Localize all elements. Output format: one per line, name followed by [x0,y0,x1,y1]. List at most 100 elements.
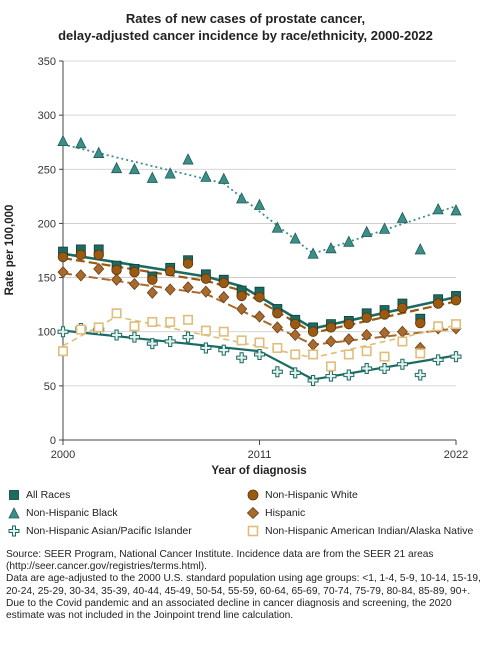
data-point [290,349,301,360]
data-point [343,318,355,330]
chart-plot: 0 50 100 150 200 250 300 350 2000 2011 2022 Rate p… [4,56,468,477]
trend-line [62,257,457,334]
diamond-marker-icon [247,507,259,519]
series-points [57,134,462,259]
data-point [325,361,336,372]
source-note-3: Due to the Covid pandemic and an associa… [6,597,452,622]
data-point [236,335,247,346]
data-point [379,309,390,320]
data-point [75,249,87,261]
data-point [307,374,319,386]
data-point [111,308,122,319]
data-point [253,310,266,323]
y-tick-label: 200 [38,218,56,230]
data-point [57,251,69,263]
data-point [236,302,248,316]
data-point [290,318,301,330]
legend-item-nh-aian: Non-Hispanic American Indian/Alaska Nati… [247,525,473,537]
gridlines [63,60,456,441]
data-point [236,290,247,302]
data-point [93,146,105,158]
data-point [235,192,248,204]
data-point [200,285,212,298]
data-point [129,266,140,278]
data-point [361,346,372,357]
data-point [432,354,444,366]
legend-label: All Races [26,489,71,501]
data-point [200,170,212,182]
data-point [432,298,444,309]
data-point [111,329,123,341]
data-point [182,281,194,294]
data-point [343,235,355,247]
data-point [254,337,265,348]
data-point [325,322,337,333]
data-point [146,338,158,350]
data-point [128,277,140,291]
data-point [200,273,212,284]
data-point [129,321,140,332]
data-point [414,369,426,381]
data-point [75,269,87,282]
x-tick-label: 2000 [51,449,75,461]
data-point [218,344,230,356]
data-point [236,352,248,364]
y-tick-label: 350 [38,56,56,68]
data-point [164,335,176,347]
data-point [289,367,301,379]
data-point [325,335,337,348]
data-point [110,161,123,174]
data-point [343,349,354,360]
data-point [164,167,176,179]
data-point [218,326,229,337]
legend-item-all-races: All Races [8,489,70,501]
data-point [450,204,462,216]
data-point [450,295,462,306]
legend-item-nh-black: Non-Hispanic Black [8,507,118,519]
data-point [396,358,408,370]
data-point [253,198,266,210]
source-note-2: Data are age-adjusted to the 2000 U.S. s… [6,573,481,597]
data-point [379,326,391,339]
x-tick-label: 2022 [444,449,468,461]
trend-line [62,315,457,359]
y-tick-label: 50 [44,381,56,393]
data-point [146,286,158,299]
chart-title-line-1: Rates of new cases of prostate cancer, [125,11,366,26]
data-point [397,302,408,314]
data-point [218,290,230,304]
data-point [415,348,426,359]
legend-label: Hispanic [265,507,306,519]
data-point [415,317,426,329]
legend-label: Non-Hispanic White [265,489,358,501]
data-point [379,363,391,375]
data-point [165,316,176,327]
x-tick-label: 2011 [248,449,272,461]
data-point [182,258,194,269]
data-point [57,266,69,279]
data-point [182,153,194,165]
data-point [397,336,408,347]
data-point [57,326,69,338]
data-point [128,331,140,343]
data-point [271,321,283,334]
legend-item-hispanic: Hispanic [247,507,305,519]
source-notes: Source: SEER Program, National Cancer In… [6,549,486,622]
data-point [307,338,319,351]
data-point [361,328,373,342]
square-marker-icon [9,490,19,500]
y-tick-label: 250 [38,164,56,176]
data-point [57,134,69,147]
data-point [361,363,373,375]
data-points [57,134,462,386]
data-point [128,162,141,175]
y-axis-title: Rate per 100,000 [4,205,16,296]
data-point [432,202,444,215]
data-point [272,342,283,353]
data-point [146,171,158,183]
legend-label: Non-Hispanic Asian/Pacific Islander [26,525,192,537]
data-point [218,172,230,184]
data-point [343,369,355,381]
data-point [147,274,158,285]
data-point [307,326,319,337]
